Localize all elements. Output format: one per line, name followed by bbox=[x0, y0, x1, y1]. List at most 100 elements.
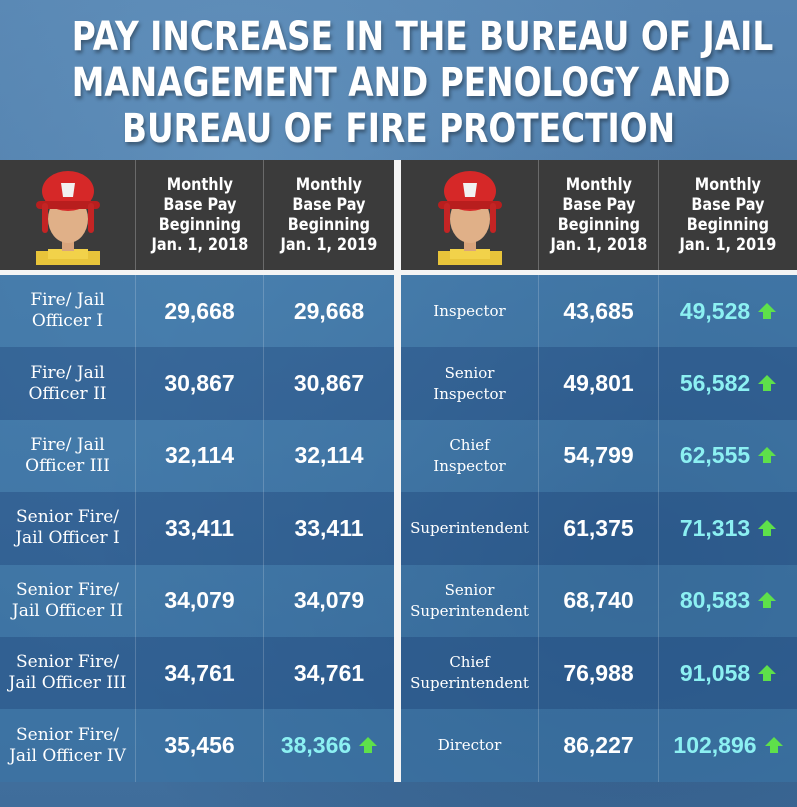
header-pay-2018: Monthly Base Pay Beginning Jan. 1, 2018 bbox=[136, 160, 264, 270]
pay-2019-value: 62,555 bbox=[679, 442, 751, 469]
pay-2018-value: 43,685 bbox=[563, 297, 634, 324]
rank-cell: Senior Fire/ Jail Officer III bbox=[0, 636, 136, 710]
rank-label: Chief Inspector bbox=[433, 435, 506, 475]
header-rule bbox=[401, 270, 797, 275]
increase-arrow-icon bbox=[758, 519, 777, 536]
pay-2018-cell: 33,411 bbox=[136, 492, 264, 565]
rank-cell: Senior Fire/ Jail Officer I bbox=[0, 492, 136, 565]
pay-2019-cell: 33,411 bbox=[264, 492, 394, 564]
header-rule bbox=[0, 270, 394, 275]
pay-2018-value: 34,761 bbox=[164, 659, 235, 686]
header-pay-2019: Monthly Base Pay Beginning Jan. 1, 2019 bbox=[280, 175, 378, 255]
firefighter-icon bbox=[35, 171, 100, 265]
pay-2019-value: 38,366 bbox=[280, 732, 352, 759]
increase-arrow-icon bbox=[764, 737, 783, 754]
table-row: Chief Inspector 54,799 62,555 bbox=[401, 419, 797, 493]
rank-cell: Senior Fire/ Jail Officer II bbox=[0, 564, 136, 637]
left-table-header: Monthly Base Pay Beginning Jan. 1, 2018 … bbox=[0, 160, 394, 270]
pay-2019-cell: 30,867 bbox=[264, 347, 394, 419]
firefighter-icon bbox=[437, 171, 502, 265]
rank-label: Fire/ Jail Officer II bbox=[28, 362, 107, 404]
pay-2018-cell: 68,740 bbox=[539, 564, 659, 637]
pay-2019-cell: 102,896 bbox=[659, 709, 797, 781]
pay-2019-cell: 91,058 bbox=[659, 637, 797, 709]
pay-2019-cell: 56,582 bbox=[659, 347, 797, 419]
increase-arrow-icon bbox=[758, 375, 777, 392]
rank-label: Director bbox=[437, 736, 502, 755]
rank-label: Senior Fire/ Jail Officer III bbox=[8, 652, 127, 694]
pay-2018-value: 61,375 bbox=[563, 514, 634, 541]
rank-label: Senior Superintendent bbox=[410, 580, 529, 620]
pay-2018-value: 54,799 bbox=[563, 442, 634, 469]
rank-label: Senior Inspector bbox=[433, 363, 506, 403]
table-row: Senior Fire/ Jail Officer IV 35,456 38,366 bbox=[0, 709, 394, 782]
increase-arrow-icon bbox=[758, 664, 777, 681]
increase-arrow-icon bbox=[758, 592, 777, 609]
pay-2019-cell: 80,583 bbox=[659, 565, 797, 637]
pay-2018-cell: 35,456 bbox=[136, 709, 264, 782]
pay-2018-value: 35,456 bbox=[164, 732, 235, 759]
rank-cell: Chief Superintendent bbox=[401, 636, 539, 710]
rank-cell: Superintendent bbox=[401, 492, 539, 565]
pay-2019-value: 30,867 bbox=[293, 370, 365, 397]
pay-2019-value: 34,079 bbox=[293, 587, 365, 614]
pay-2018-value: 30,867 bbox=[164, 370, 235, 397]
pay-2019-value: 91,058 bbox=[679, 659, 751, 686]
rank-cell: Director bbox=[401, 709, 539, 782]
pay-2019-cell: 32,114 bbox=[264, 420, 394, 492]
pay-2019-value: 34,761 bbox=[293, 659, 365, 686]
increase-arrow-icon bbox=[758, 302, 777, 319]
pay-2018-value: 33,411 bbox=[164, 514, 235, 541]
right-pay-table: Monthly Base Pay Beginning Jan. 1, 2018 … bbox=[401, 160, 797, 782]
rank-cell: Senior Superintendent bbox=[401, 564, 539, 637]
rank-cell: Fire/ Jail Officer II bbox=[0, 347, 136, 420]
increase-arrow-icon bbox=[758, 447, 777, 464]
pay-2018-cell: 34,761 bbox=[136, 636, 264, 710]
rank-cell: Chief Inspector bbox=[401, 419, 539, 493]
pay-2019-value: 102,896 bbox=[673, 732, 757, 759]
pay-2018-cell: 32,114 bbox=[136, 419, 264, 493]
pay-2018-value: 32,114 bbox=[164, 442, 235, 469]
rank-label: Fire/ Jail Officer III bbox=[25, 434, 110, 476]
pay-2018-value: 68,740 bbox=[563, 587, 634, 614]
pay-2019-cell: 29,668 bbox=[264, 275, 394, 347]
infographic-title: PAY INCREASE IN THE BUREAU OF JAIL MANAG… bbox=[71, 14, 774, 152]
title-line-3: BUREAU OF FIRE PROTECTION bbox=[121, 106, 676, 152]
pay-2019-cell: 34,079 bbox=[264, 565, 394, 637]
rank-cell: Senior Inspector bbox=[401, 347, 539, 420]
pay-2018-value: 29,668 bbox=[164, 297, 235, 324]
pay-2018-value: 49,801 bbox=[563, 370, 634, 397]
pay-2019-cell: 34,761 bbox=[264, 637, 394, 709]
pay-2018-cell: 34,079 bbox=[136, 564, 264, 637]
table-row: Senior Fire/ Jail Officer I 33,411 33,411 bbox=[0, 492, 394, 565]
table-row: Senior Fire/ Jail Officer II 34,079 34,079 bbox=[0, 564, 394, 637]
pay-2018-cell: 76,988 bbox=[539, 636, 659, 710]
pay-2019-cell: 49,528 bbox=[659, 275, 797, 347]
rank-label: Fire/ Jail Officer I bbox=[30, 290, 105, 332]
table-row: Senior Inspector 49,801 56,582 bbox=[401, 347, 797, 420]
header-icon-cell bbox=[0, 160, 136, 270]
rank-cell: Fire/ Jail Officer I bbox=[0, 275, 136, 348]
pay-2019-cell: 38,366 bbox=[264, 709, 394, 781]
pay-2018-cell: 30,867 bbox=[136, 347, 264, 420]
rank-label: Superintendent bbox=[410, 518, 529, 537]
header-pay-2019: Monthly Base Pay Beginning Jan. 1, 2019 bbox=[679, 175, 777, 255]
right-table-header: Monthly Base Pay Beginning Jan. 1, 2018 … bbox=[401, 160, 797, 270]
title-line-2: MANAGEMENT AND PENOLOGY AND bbox=[71, 60, 731, 106]
increase-arrow-icon bbox=[359, 737, 378, 754]
header-icon-cell bbox=[401, 160, 539, 270]
pay-2018-cell: 43,685 bbox=[539, 275, 659, 348]
pay-2019-value: 49,528 bbox=[679, 297, 751, 324]
table-row: Director 86,227 102,896 bbox=[401, 709, 797, 782]
table-row: Inspector 43,685 49,528 bbox=[401, 275, 797, 348]
pay-2019-value: 56,582 bbox=[679, 370, 751, 397]
pay-2019-value: 71,313 bbox=[679, 514, 751, 541]
table-row: Chief Superintendent 76,988 91,058 bbox=[401, 636, 797, 710]
table-row: Fire/ Jail Officer I 29,668 29,668 bbox=[0, 275, 394, 348]
pay-2019-value: 80,583 bbox=[679, 587, 751, 614]
pay-2019-value: 33,411 bbox=[294, 514, 364, 541]
rank-cell: Inspector bbox=[401, 275, 539, 348]
title-line-1: PAY INCREASE IN THE BUREAU OF JAIL bbox=[71, 14, 774, 60]
rank-cell: Fire/ Jail Officer III bbox=[0, 419, 136, 493]
table-row: Superintendent 61,375 71,313 bbox=[401, 492, 797, 565]
